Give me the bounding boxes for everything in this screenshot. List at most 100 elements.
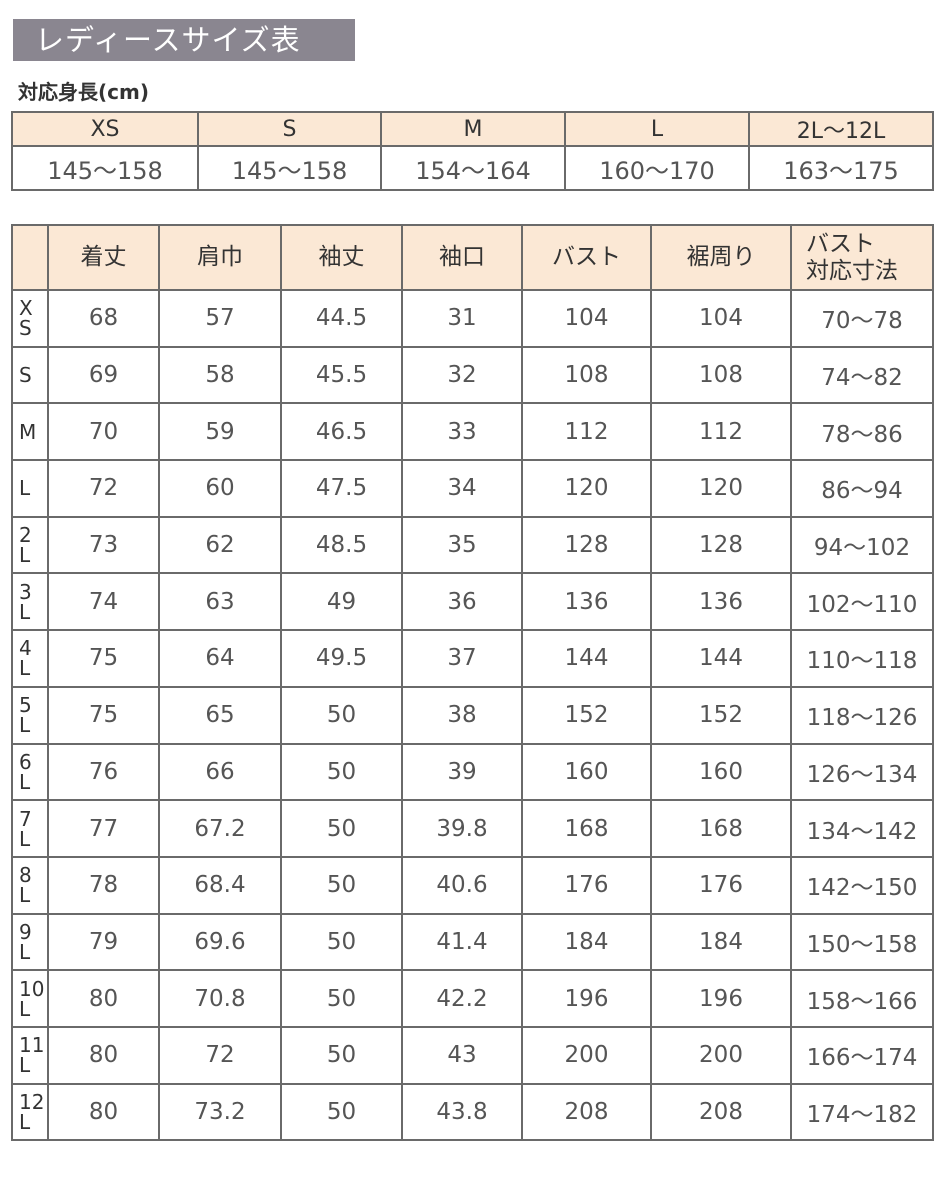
height-range: 163〜175	[748, 145, 934, 191]
column-header: 裾周り	[650, 224, 792, 291]
size-header: L	[564, 111, 750, 147]
size-header: XS	[11, 111, 199, 147]
table-cell: 72	[47, 459, 160, 518]
size-label: S	[11, 345, 49, 405]
size-label: 4 L	[11, 629, 49, 688]
table-row: X S 68 57 44.5 31 104 104 70〜78	[11, 289, 934, 348]
table-cell: 37	[401, 629, 523, 688]
table-cell: 50	[280, 969, 403, 1028]
table-cell: 80	[47, 969, 160, 1028]
table-cell: 136	[650, 572, 792, 632]
table-cell: 94〜102	[790, 515, 934, 575]
table-cell: 78〜86	[790, 402, 934, 462]
table-row: 3 L 74 63 49 36 136 136 102〜110	[11, 572, 934, 632]
table-cell: 120	[521, 459, 652, 518]
column-header	[11, 224, 49, 291]
table-cell: 74〜82	[790, 345, 934, 405]
table-cell: 152	[650, 685, 792, 745]
table-cell: 76	[47, 742, 160, 802]
table-cell: 67.2	[158, 799, 282, 858]
table-cell: 104	[521, 289, 652, 348]
table-cell: 44.5	[280, 289, 403, 348]
table-cell: 168	[650, 799, 792, 858]
table-cell: 120	[650, 459, 792, 518]
table-cell: 38	[401, 685, 523, 745]
table-cell: 108	[521, 345, 652, 405]
table-cell: 150〜158	[790, 912, 934, 972]
size-label: 5 L	[11, 685, 49, 745]
table-cell: 49	[280, 572, 403, 632]
table-cell: 48.5	[280, 515, 403, 575]
table-cell: 57	[158, 289, 282, 348]
size-label: 6 L	[11, 742, 49, 802]
table-cell: 50	[280, 685, 403, 745]
table-cell: 73.2	[158, 1082, 282, 1142]
height-range: 145〜158	[11, 145, 199, 191]
table-cell: 134〜142	[790, 799, 934, 858]
table-cell: 144	[650, 629, 792, 688]
table-cell: 41.4	[401, 912, 523, 972]
table-cell: 75	[47, 685, 160, 745]
table-cell: 69.6	[158, 912, 282, 972]
table-row: 8 L 78 68.4 50 40.6 176 176 142〜150	[11, 855, 934, 915]
table-cell: 200	[521, 1025, 652, 1085]
table-cell: 69	[47, 345, 160, 405]
table-cell: 168	[521, 799, 652, 858]
height-range: 145〜158	[197, 145, 382, 191]
table-cell: 80	[47, 1082, 160, 1142]
table-cell: 176	[650, 855, 792, 915]
column-header: 袖丈	[280, 224, 403, 291]
column-header: 肩巾	[158, 224, 282, 291]
table-cell: 40.6	[401, 855, 523, 915]
table-cell: 50	[280, 1025, 403, 1085]
table-cell: 86〜94	[790, 459, 934, 518]
table-cell: 136	[521, 572, 652, 632]
table-cell: 62	[158, 515, 282, 575]
table-cell: 176	[521, 855, 652, 915]
table-cell: 63	[158, 572, 282, 632]
table-cell: 142〜150	[790, 855, 934, 915]
table-cell: 70.8	[158, 969, 282, 1028]
size-header: 2L〜12L	[748, 111, 934, 147]
table-cell: 166〜174	[790, 1025, 934, 1085]
column-header: バスト 対応寸法	[790, 224, 934, 291]
table-cell: 104	[650, 289, 792, 348]
table-cell: 78	[47, 855, 160, 915]
table-cell: 184	[650, 912, 792, 972]
table-cell: 68.4	[158, 855, 282, 915]
table-cell: 158〜166	[790, 969, 934, 1028]
table-row: 2 L 73 62 48.5 35 128 128 94〜102	[11, 515, 934, 575]
height-table-label: 対応身長(cm)	[18, 80, 149, 104]
column-header: 袖口	[401, 224, 523, 291]
size-label: 2 L	[11, 515, 49, 575]
table-cell: 184	[521, 912, 652, 972]
table-cell: 70〜78	[790, 289, 934, 348]
table-cell: 70	[47, 402, 160, 462]
height-range: 160〜170	[564, 145, 750, 191]
table-cell: 174〜182	[790, 1082, 934, 1142]
table-cell: 58	[158, 345, 282, 405]
table-cell: 126〜134	[790, 742, 934, 802]
page-title: レディースサイズ表	[13, 19, 355, 61]
table-cell: 50	[280, 742, 403, 802]
table-row: 4 L 75 64 49.5 37 144 144 110〜118	[11, 629, 934, 688]
table-cell: 33	[401, 402, 523, 462]
table-cell: 43.8	[401, 1082, 523, 1142]
size-label: M	[11, 402, 49, 462]
table-cell: 112	[521, 402, 652, 462]
table-row: 11 L 80 72 50 43 200 200 166〜174	[11, 1025, 934, 1085]
table-cell: 110〜118	[790, 629, 934, 688]
table-row: 5 L 75 65 50 38 152 152 118〜126	[11, 685, 934, 745]
size-header: M	[380, 111, 566, 147]
table-cell: 160	[521, 742, 652, 802]
table-row: 10 L 80 70.8 50 42.2 196 196 158〜166	[11, 969, 934, 1028]
table-cell: 160	[650, 742, 792, 802]
table-cell: 73	[47, 515, 160, 575]
table-cell: 79	[47, 912, 160, 972]
height-table-header: XS S M L 2L〜12L	[11, 111, 934, 147]
size-label: X S	[11, 289, 49, 348]
table-cell: 108	[650, 345, 792, 405]
table-cell: 128	[650, 515, 792, 575]
table-cell: 208	[521, 1082, 652, 1142]
table-cell: 144	[521, 629, 652, 688]
